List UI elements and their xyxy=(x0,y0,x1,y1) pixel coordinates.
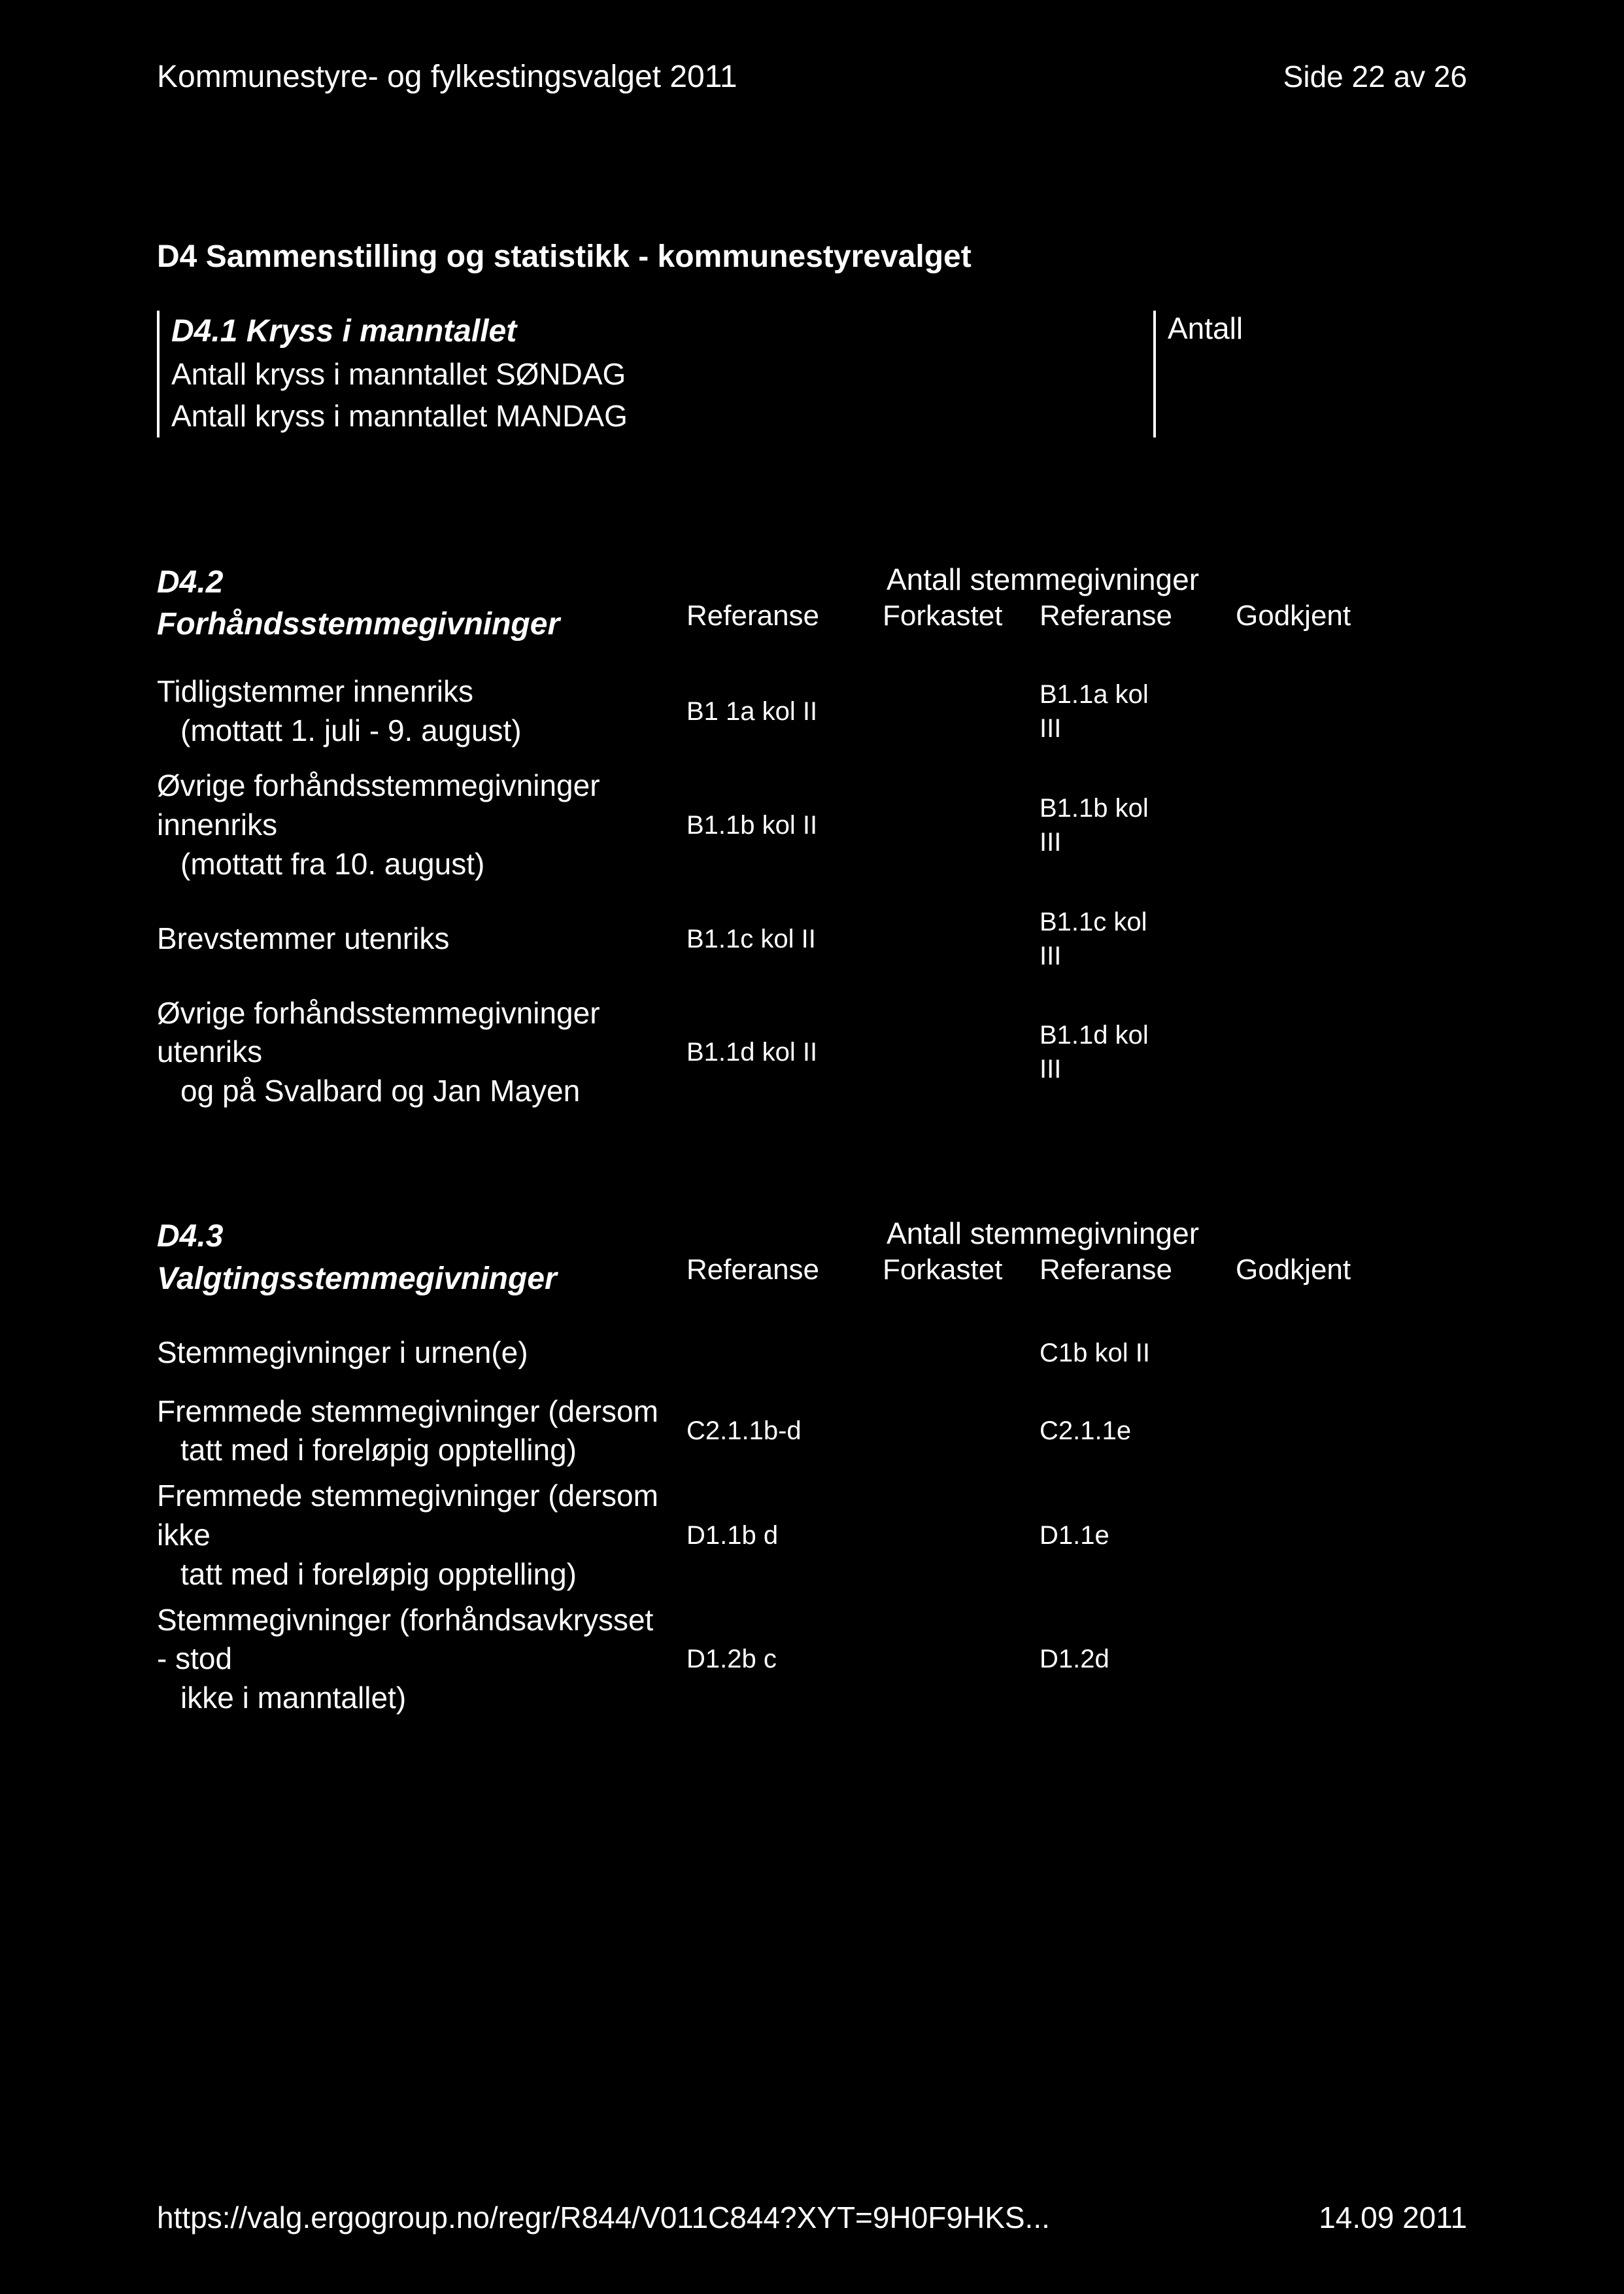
row-main: Øvrige forhåndsstemmegivninger innenriks xyxy=(157,766,671,845)
ref2a: B1.1a kol xyxy=(1040,677,1236,711)
row-ref2: B1.1a kol III xyxy=(1040,677,1236,745)
row-label: Fremmede stemmegivninger (dersom tatt me… xyxy=(157,1392,686,1471)
table-row: Øvrige forhåndsstemmegivninger utenriks … xyxy=(157,994,1467,1111)
col-ref2: Referanse xyxy=(1040,600,1236,632)
d43-title: Valgtingsstemmegivninger xyxy=(157,1258,671,1301)
d42-header: D4.2 Forhåndsstemmegivninger Antall stem… xyxy=(157,562,1467,647)
page-footer: https://valg.ergogroup.no/regr/R844/V011… xyxy=(157,2200,1467,2235)
d41-right: Antall xyxy=(1153,311,1467,437)
row-label: Øvrige forhåndsstemmegivninger utenriks … xyxy=(157,994,686,1111)
d42-title-col: D4.2 Forhåndsstemmegivninger xyxy=(157,562,686,647)
ref2b: III xyxy=(1040,1052,1236,1086)
table-row: Brevstemmer utenriks B1.1c kol II B1.1c … xyxy=(157,893,1467,985)
d43-rows: Stemmegivninger i urnen(e) C1b kol II Fr… xyxy=(157,1320,1467,1718)
row-sub: tatt med i foreløpig opptelling) xyxy=(157,1555,671,1594)
row-sub: (mottatt fra 10. august) xyxy=(157,845,671,884)
row-ref2: C1b kol II xyxy=(1040,1336,1236,1370)
table-row: Stemmegivninger (forhåndsavkrysset - sto… xyxy=(157,1601,1467,1718)
col-ref1: Referanse xyxy=(686,600,883,632)
row-sub: (mottatt 1. juli - 9. august) xyxy=(157,711,671,751)
section-title: D4 Sammenstilling og statistikk - kommun… xyxy=(157,239,1467,275)
d42-section: D4.2 Forhåndsstemmegivninger Antall stem… xyxy=(157,562,1467,1111)
ref2b: III xyxy=(1040,711,1236,745)
row-main: Tidligstemmer innenriks xyxy=(157,672,671,711)
row-ref1: D1.1b d xyxy=(686,1518,883,1552)
row-ref2: D1.2d xyxy=(1040,1642,1236,1676)
row-ref1: B1 1a kol II xyxy=(686,694,883,728)
d41-line1: Antall kryss i manntallet SØNDAG xyxy=(171,353,1153,395)
ref2a: B1.1b kol xyxy=(1040,791,1236,825)
row-main: Stemmegivninger i urnen(e) xyxy=(157,1333,671,1373)
d41-block: D4.1 Kryss i manntallet Antall kryss i m… xyxy=(157,311,1467,437)
d43-subheads: Referanse Forkastet Referanse Godkjent xyxy=(686,1254,1399,1286)
d43-num: D4.3 xyxy=(157,1216,671,1258)
col-ref1: Referanse xyxy=(686,1254,883,1286)
col-god: Godkjent xyxy=(1236,600,1399,632)
d42-rows: Tidligstemmer innenriks (mottatt 1. juli… xyxy=(157,666,1467,1111)
col-god: Godkjent xyxy=(1236,1254,1399,1286)
row-ref2: C2.1.1e xyxy=(1040,1414,1236,1448)
col-fork: Forkastet xyxy=(883,1254,1040,1286)
row-main: Øvrige forhåndsstemmegivninger utenriks xyxy=(157,994,671,1072)
ref2b: III xyxy=(1040,825,1236,859)
row-main: Fremmede stemmegivninger (dersom ikke xyxy=(157,1477,671,1555)
row-main: Fremmede stemmegivninger (dersom xyxy=(157,1392,671,1431)
d43-title-col: D4.3 Valgtingsstemmegivninger xyxy=(157,1216,686,1301)
antall-label: Antall xyxy=(1168,311,1467,346)
row-ref1: B1.1c kol II xyxy=(686,922,883,956)
row-main: Stemmegivninger (forhåndsavkrysset - sto… xyxy=(157,1601,671,1679)
table-row: Stemmegivninger i urnen(e) C1b kol II xyxy=(157,1320,1467,1386)
d42-subheads: Referanse Forkastet Referanse Godkjent xyxy=(686,600,1399,632)
row-label: Øvrige forhåndsstemmegivninger innenriks… xyxy=(157,766,686,883)
table-row: Tidligstemmer innenriks (mottatt 1. juli… xyxy=(157,666,1467,757)
row-label: Fremmede stemmegivninger (dersom ikke ta… xyxy=(157,1477,686,1594)
row-sub: tatt med i foreløpig opptelling) xyxy=(157,1431,671,1470)
row-ref2: B1.1b kol III xyxy=(1040,791,1236,859)
ref2a: B1.1d kol xyxy=(1040,1018,1236,1052)
table-row: Øvrige forhåndsstemmegivninger innenriks… xyxy=(157,766,1467,883)
d43-right-header: Antall stemmegivninger Referanse Forkast… xyxy=(686,1216,1399,1301)
d41-left: D4.1 Kryss i manntallet Antall kryss i m… xyxy=(157,311,1153,437)
row-ref1: D1.2b c xyxy=(686,1642,883,1676)
d42-num: D4.2 xyxy=(157,562,671,604)
page-number: Side 22 av 26 xyxy=(1283,59,1467,95)
footer-date: 14.09 2011 xyxy=(1319,2200,1467,2235)
row-label: Stemmegivninger i urnen(e) xyxy=(157,1333,686,1373)
d43-super: Antall stemmegivninger xyxy=(686,1216,1399,1251)
col-ref2: Referanse xyxy=(1040,1254,1236,1286)
row-label: Brevstemmer utenriks xyxy=(157,919,686,959)
d41-title: D4.1 Kryss i manntallet xyxy=(171,311,1153,353)
row-ref2: B1.1d kol III xyxy=(1040,1018,1236,1086)
d43-header: D4.3 Valgtingsstemmegivninger Antall ste… xyxy=(157,1216,1467,1301)
row-ref2: B1.1c kol III xyxy=(1040,905,1236,973)
doc-title: Kommunestyre- og fylkestingsvalget 2011 xyxy=(157,59,737,95)
row-sub: og på Svalbard og Jan Mayen xyxy=(157,1072,671,1111)
page-header: Kommunestyre- og fylkestingsvalget 2011 … xyxy=(157,59,1467,95)
row-sub: ikke i manntallet) xyxy=(157,1679,671,1718)
row-main: Brevstemmer utenriks xyxy=(157,919,671,959)
ref2b: III xyxy=(1040,939,1236,973)
d43-section: D4.3 Valgtingsstemmegivninger Antall ste… xyxy=(157,1216,1467,1718)
d42-right-header: Antall stemmegivninger Referanse Forkast… xyxy=(686,562,1399,647)
row-label: Tidligstemmer innenriks (mottatt 1. juli… xyxy=(157,672,686,751)
row-ref2: D1.1e xyxy=(1040,1518,1236,1552)
table-row: Fremmede stemmegivninger (dersom tatt me… xyxy=(157,1392,1467,1471)
d42-super: Antall stemmegivninger xyxy=(686,562,1399,597)
d42-title: Forhåndsstemmegivninger xyxy=(157,604,671,646)
row-ref1: C2.1.1b-d xyxy=(686,1414,883,1448)
table-row: Fremmede stemmegivninger (dersom ikke ta… xyxy=(157,1477,1467,1594)
ref2a: B1.1c kol xyxy=(1040,905,1236,939)
d41-line2: Antall kryss i manntallet MANDAG xyxy=(171,395,1153,437)
row-ref1: B1.1b kol II xyxy=(686,808,883,842)
col-fork: Forkastet xyxy=(883,600,1040,632)
row-ref1: B1.1d kol II xyxy=(686,1035,883,1069)
row-label: Stemmegivninger (forhåndsavkrysset - sto… xyxy=(157,1601,686,1718)
footer-url: https://valg.ergogroup.no/regr/R844/V011… xyxy=(157,2200,1050,2235)
